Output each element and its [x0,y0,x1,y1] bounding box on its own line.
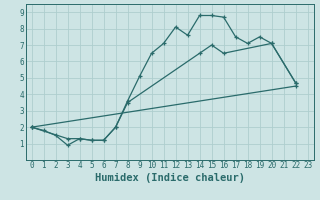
X-axis label: Humidex (Indice chaleur): Humidex (Indice chaleur) [95,173,244,183]
